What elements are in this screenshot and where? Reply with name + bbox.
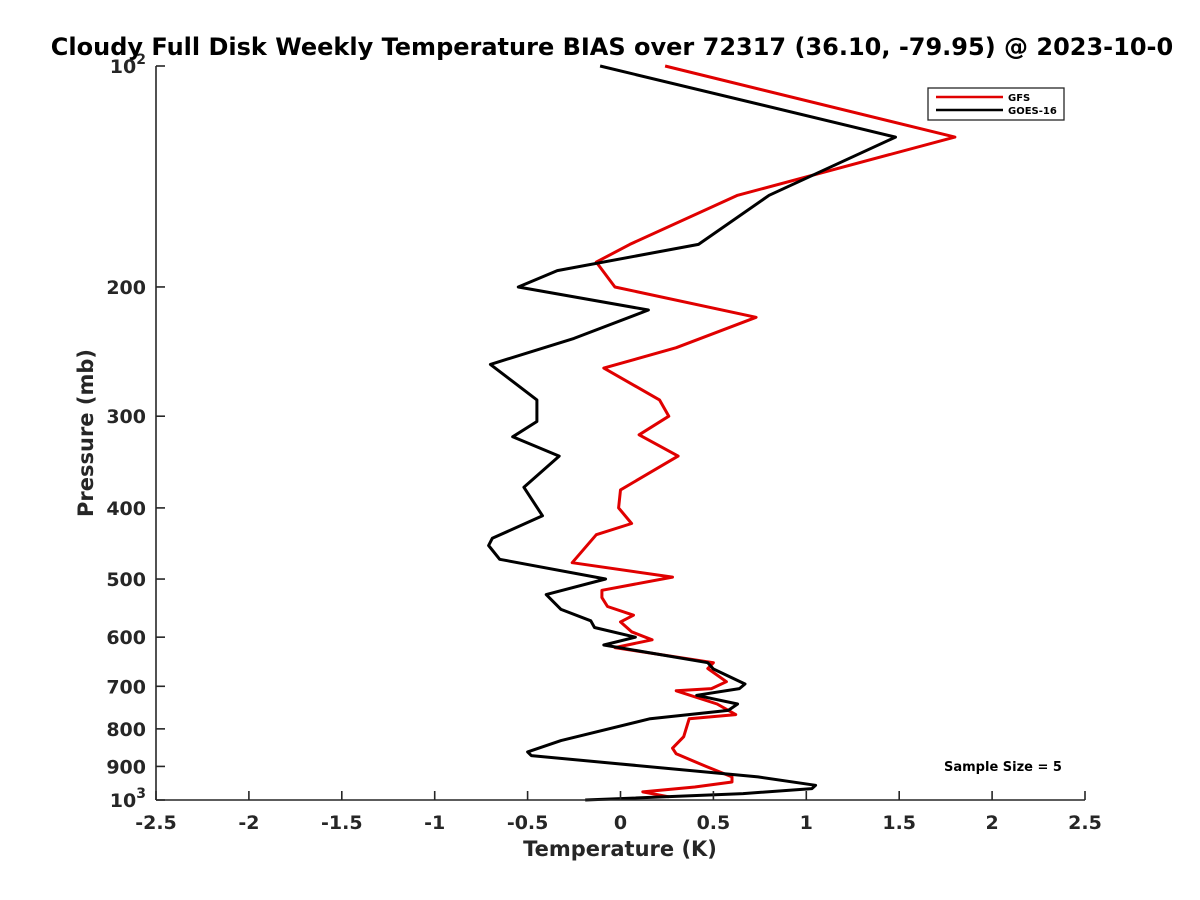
legend: GFS GOES-16 — [927, 87, 1065, 121]
y-tick-label: 900 — [106, 756, 146, 778]
y-tick-label: 200 — [106, 277, 146, 299]
x-tick-label: -2 — [238, 812, 259, 834]
legend-gfs-label: GFS — [1008, 93, 1030, 104]
x-ticks: -2.5 -2 -1.5 -1 -0.5 0 0.5 1 1.5 2 2.5 — [135, 791, 1102, 834]
x-axis-label: Temperature (K) — [523, 837, 717, 861]
x-tick-label: -2.5 — [135, 812, 177, 834]
x-tick-label: 0.5 — [697, 812, 731, 834]
x-tick-label: 1.5 — [882, 812, 916, 834]
y-tick-label: 500 — [106, 569, 146, 591]
y-tick-label: 700 — [106, 676, 146, 698]
y-ticks: 102 200 300 400 500 600 700 800 900 103 — [106, 52, 165, 812]
legend-box — [927, 87, 1065, 121]
series-line-gfs — [570, 64, 957, 799]
y-tick-label: 800 — [106, 719, 146, 741]
x-tick-label: -1 — [424, 812, 445, 834]
y-tick-label: 600 — [106, 627, 146, 649]
x-tick-label: 2.5 — [1068, 812, 1102, 834]
x-tick-label: 0 — [614, 812, 627, 834]
sample-size-annotation: Sample Size = 5 — [944, 760, 1062, 775]
x-tick-label: -1.5 — [321, 812, 363, 834]
x-tick-label: 2 — [985, 812, 998, 834]
legend-goes16-label: GOES-16 — [1008, 106, 1057, 117]
y-tick-label: 300 — [106, 406, 146, 428]
chart-title: Cloudy Full Disk Weekly Temperature BIAS… — [51, 33, 1173, 61]
x-tick-label: -0.5 — [507, 812, 549, 834]
y-axis-label: Pressure (mb) — [74, 349, 98, 517]
y-tick-label: 400 — [106, 498, 146, 520]
y-tick-label: 103 — [110, 786, 146, 812]
y-tick-label: 102 — [110, 52, 146, 78]
x-tick-label: 1 — [800, 812, 813, 834]
series-layer — [487, 64, 957, 802]
series-line-goes-16 — [487, 64, 897, 802]
